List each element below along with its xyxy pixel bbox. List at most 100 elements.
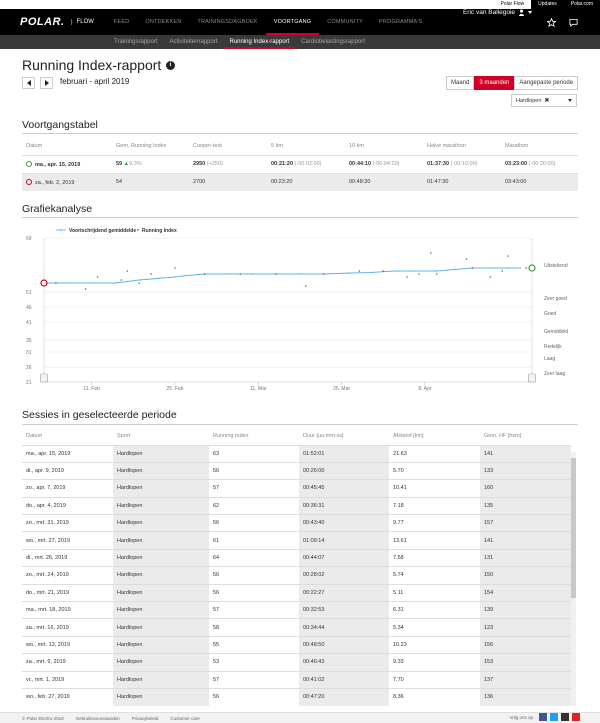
cell-sport: Hardlopen [113,444,209,463]
chart-legend: Voortschrijdend gemiddelde Running Index [56,228,177,234]
info-icon[interactable]: i [166,61,175,70]
star-icon[interactable] [547,18,556,27]
range-handle-left[interactable] [40,373,48,383]
sessions-section-title: Sessies in geselecteerde periode [22,409,177,421]
avg-point [489,267,492,269]
cell-heart-rate: 150 [480,566,571,585]
table-row[interactable]: vr., mrt. 1, 2019 Hardlopen 57 00:41:02 7.70… [22,670,571,689]
legend-avg-dot [60,229,62,231]
nav-voortgang[interactable]: VOORTGANG [265,9,320,35]
cell-heart-rate: 141 [480,531,571,550]
legend-avg-label[interactable]: Voortschrijdend gemiddelde [69,228,136,234]
x-tick-label: 25. Feb [166,386,183,392]
table-row[interactable]: zo., mrt. 24, 2019 Hardlopen 56 00:28:02 5.7… [22,566,571,585]
mar-value: 03:43:00 [501,172,578,191]
prev-period-button[interactable] [22,77,35,89]
cell-running-index: 56 [209,583,299,602]
cell-duration: 01:09:14 [299,531,389,550]
table-row[interactable]: wo., feb. 27, 2019 Hardlopen 56 00:47:20 8.3… [22,687,571,706]
cell-date: di., apr. 9, 2019 [22,461,113,480]
col-afstand[interactable]: Afstand [km] [393,432,424,439]
link-polar-com[interactable]: Polar.com [570,1,593,7]
cell-running-index: 53 [209,653,299,672]
nav-feed[interactable]: FEED [113,19,130,25]
cell-duration: 00:32:53 [299,601,389,619]
cell-duration: 00:47:20 [299,687,389,706]
progress-table: Datum Gem. Running Index Cooper-test 5 k… [22,137,578,191]
ri-point [275,273,277,275]
facebook-icon[interactable] [539,713,547,721]
col-duur[interactable]: Duur [uu:mm:ss] [303,432,344,439]
footer-customer-care-link[interactable]: Customer care [170,715,200,721]
user-menu[interactable]: Eric van Ballegoie [463,9,532,16]
nav-community[interactable]: COMMUNITY [327,19,363,25]
range-month[interactable]: Maand [446,76,475,90]
next-period-button[interactable] [40,77,53,89]
user-name: Eric van Ballegoie [462,9,515,16]
avg-point [114,282,117,284]
cell-distance: 13.61 [389,531,480,550]
subnav-trainingsrapport[interactable]: Trainingsrapport [114,39,158,45]
ri-point [239,273,242,275]
table-row[interactable]: do., mrt. 21, 2019 Hardlopen 56 00:22:27 5.1… [22,583,571,602]
arrow-right-icon [44,80,49,86]
sessions-scrollbar-thumb[interactable] [571,458,576,598]
remove-icon[interactable]: ✖ [544,98,550,104]
col-5km: 5 km [271,142,283,149]
table-row[interactable]: di., mrt. 26, 2019 Hardlopen 64 00:44:07 7.5… [22,548,571,567]
subnav-running-index[interactable]: Running Index-rapport [223,35,296,49]
col-gem-hf[interactable]: Gem. HF [hsm] [484,432,522,439]
ri-point [382,270,385,272]
table-row[interactable]: ma., mrt. 18, 2019 Hardlopen 57 00:32:53 6.3… [22,601,571,619]
instagram-icon[interactable] [561,713,569,721]
subnav-activiteitenrapport[interactable]: Activiteitenrapport [169,39,218,45]
polar-logo[interactable]: POLAR. [20,16,65,28]
footer-terms-link[interactable]: Gebruiksvoorwaarden [75,715,120,721]
table-row[interactable]: za., mrt. 9, 2019 Hardlopen 53 00:46:43 9.33… [22,653,571,672]
cell-heart-rate: 135 [480,496,571,515]
table-row[interactable]: zo., apr. 7, 2019 Hardlopen 57 00:45:45 10.4… [22,479,571,498]
range-3-months[interactable]: 3 maanden [474,76,515,90]
cell-sport: Hardlopen [113,687,209,706]
message-icon[interactable] [569,18,578,27]
table-row[interactable]: zo., mrt. 31, 2019 Hardlopen 56 00:43:40 9.7… [22,514,571,532]
col-running-index[interactable]: Running Index [213,432,249,439]
link-updates[interactable]: Updates [538,1,557,7]
nav-trainingsdagboek[interactable]: TRAININGSDAGBOEK [197,19,258,25]
ri-point [418,273,420,275]
col-datum[interactable]: Datum [26,432,43,439]
ri-point [138,282,141,284]
chevron-down-icon [528,11,532,14]
sessions-table: Datum Sport Running Index Duur [uu:mm:ss… [22,427,571,706]
table-row[interactable]: za., mrt. 16, 2019 Hardlopen 58 00:34:44 5.3… [22,618,571,637]
table-row[interactable]: do., apr. 4, 2019 Hardlopen 62 00:36:31 7.18… [22,496,571,515]
table-row[interactable]: wo., mrt. 13, 2019 Hardlopen 55 00:48:50 10.… [22,635,571,654]
ri-point [525,267,527,269]
cell-running-index: 61 [209,531,299,550]
range-handle-right[interactable] [528,373,536,383]
link-polar-flow[interactable]: Polar Flow [493,0,532,9]
divider [22,217,578,218]
cell-running-index: 64 [209,548,299,567]
nav-programmas[interactable]: PROGRAMMA'S [378,19,423,25]
sport-filter-select[interactable]: Hardlopen ✖ [511,94,577,107]
cell-running-index: 63 [209,444,299,463]
range-custom[interactable]: Aangepaste periode [514,76,579,90]
table-row[interactable]: ma., apr. 15, 2019 Hardlopen 63 01:52:01 21.… [22,444,571,463]
cell-duration: 00:43:40 [299,514,389,532]
table-row[interactable]: di., apr. 9, 2019 Hardlopen 56 00:26:00 5.70… [22,461,571,480]
footer-privacy-link[interactable]: Privacybeleid [131,715,159,721]
avg-point [299,273,301,275]
cooper-delta: (+250) [206,161,223,167]
legend-ri-label[interactable]: Running Index [142,228,177,234]
cell-distance: 7.58 [389,548,480,567]
avg-point [251,273,253,275]
subnav-cardiobelasting[interactable]: Cardiobelastingsrapport [301,39,365,45]
table-row[interactable]: wo., mrt. 27, 2019 Hardlopen 61 01:09:14 13.… [22,531,571,550]
youtube-icon[interactable] [572,713,580,721]
nav-ontdekken[interactable]: ONTDEKKEN [145,19,182,25]
row-date: za., feb. 2, 2019 [35,179,75,186]
twitter-icon[interactable] [550,713,558,721]
col-sport[interactable]: Sport [117,432,131,439]
avg-point [156,277,158,280]
